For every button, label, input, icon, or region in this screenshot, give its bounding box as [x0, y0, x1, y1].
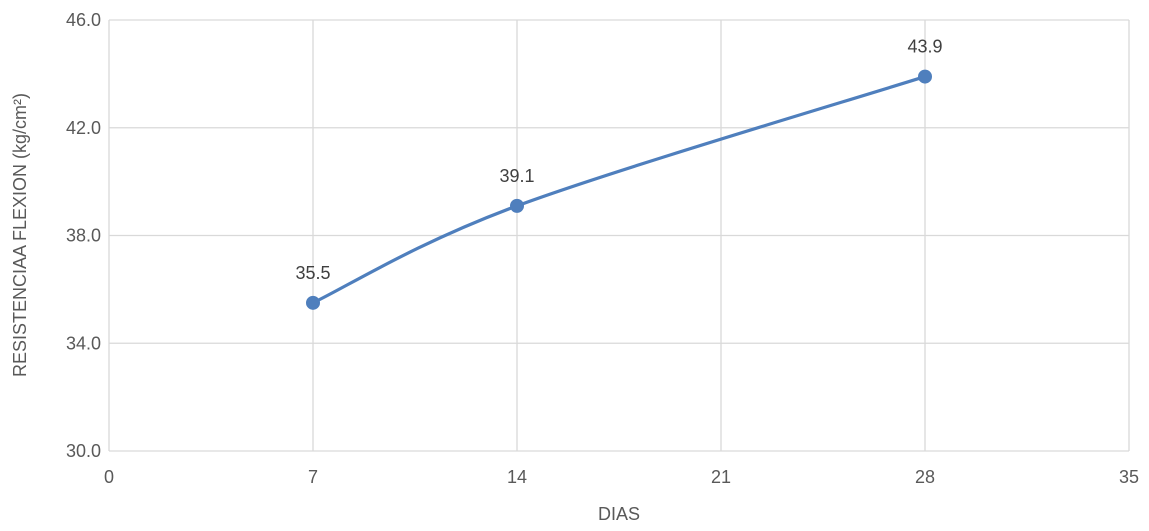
data-label: 43.9: [907, 37, 942, 57]
y-tick-labels: 30.0 34.0 38.0 42.0 46.0: [66, 10, 101, 461]
data-label: 39.1: [499, 166, 534, 186]
x-tick-label: 7: [308, 467, 318, 487]
y-tick-label: 38.0: [66, 226, 101, 246]
x-tick-label: 28: [915, 467, 935, 487]
data-point: [510, 198, 524, 213]
y-tick-label: 34.0: [66, 333, 101, 353]
x-tick-label: 14: [507, 467, 527, 487]
series-layer: 35.5 39.1 43.9: [295, 37, 943, 310]
y-axis-title: RESISTENCIAA FLEXION (kg/cm²): [10, 93, 30, 377]
y-tick-label: 30.0: [66, 441, 101, 461]
x-tick-labels: 0 7 14 21 28 35: [104, 467, 1139, 487]
x-tick-label: 0: [104, 467, 114, 487]
grid-layer: [108, 19, 1130, 452]
y-tick-label: 46.0: [66, 10, 101, 30]
x-tick-label: 21: [711, 467, 731, 487]
data-point: [306, 295, 320, 310]
data-label: 35.5: [295, 263, 330, 283]
y-tick-label: 42.0: [66, 118, 101, 138]
x-axis-title: DIAS: [598, 504, 640, 524]
series-line: [311, 74, 927, 305]
data-point: [918, 69, 932, 84]
x-tick-label: 35: [1119, 467, 1139, 487]
